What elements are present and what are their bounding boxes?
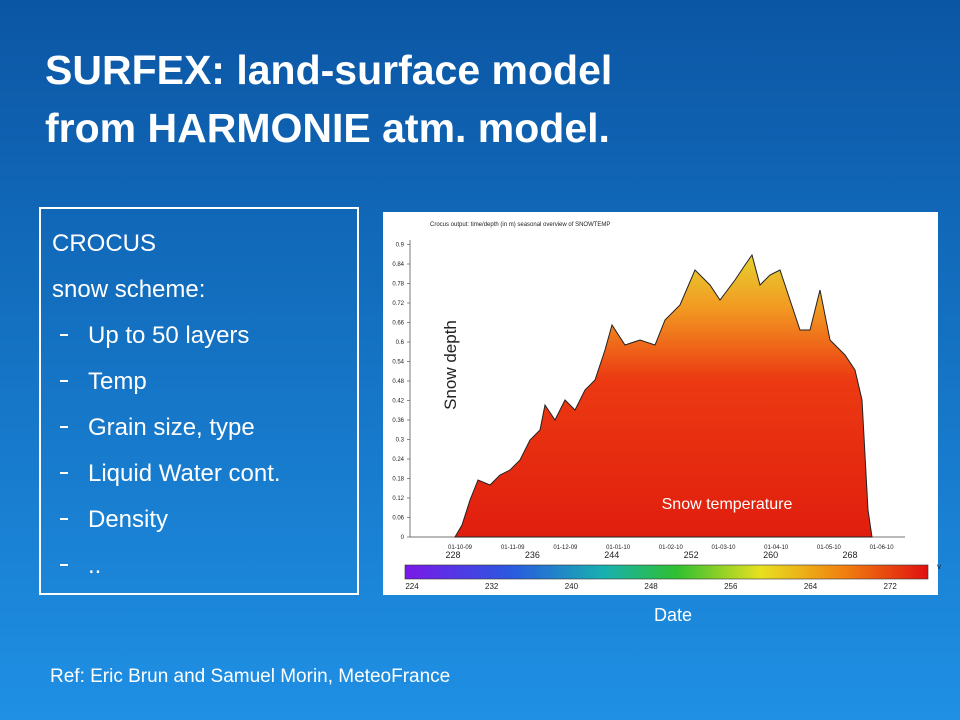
overlap-tick-label: 244 [604, 550, 619, 560]
overlap-tick-label: 268 [842, 550, 857, 560]
x-tick-label: 01-01-10 [606, 545, 631, 551]
y-tick-label: 0.6 [396, 340, 405, 346]
reference: Ref: Eric Brun and Samuel Morin, MeteoFr… [50, 666, 450, 687]
colorbar-tick-label: 232 [485, 582, 499, 591]
box-item: Density [88, 506, 168, 533]
title-line: SURFEX: land-surface model [45, 47, 612, 93]
colorbar-tick-label: 248 [644, 582, 658, 591]
colorbar-tick-label: 224 [405, 582, 419, 591]
y-tick-label: 0 [401, 535, 405, 541]
colorbar-tick-label: 264 [804, 582, 818, 591]
overlap-tick-label: 228 [445, 550, 460, 560]
x-tick-label: 01-03-10 [711, 545, 736, 551]
y-tick-label: 0.12 [392, 496, 404, 502]
overlap-tick-label: 236 [525, 550, 540, 560]
y-tick-label: 0.36 [392, 418, 404, 424]
figure-title: Crocus output: time/depth (in m) seasona… [430, 222, 610, 228]
colorbar [404, 564, 929, 580]
y-tick-label: 0.24 [392, 457, 404, 463]
y-tick-label: 0.06 [392, 516, 404, 522]
y-tick-label: 0.78 [392, 282, 404, 288]
x-tick-label: 01-12-09 [553, 545, 578, 551]
y-tick-label: 0.3 [396, 438, 405, 444]
colorbar-tick-label: 256 [724, 582, 738, 591]
box-item: Up to 50 layers [88, 322, 249, 349]
box-item: .. [88, 552, 101, 579]
colorbar-tick-label: 272 [884, 582, 898, 591]
overlap-tick-label: 252 [684, 550, 699, 560]
x-tick-label: 01-02-10 [659, 545, 684, 551]
y-tick-label: 0.42 [392, 399, 404, 405]
x-label: Date [654, 605, 692, 625]
overlap-tick-label: 260 [763, 550, 778, 560]
y-tick-label: 0.9 [396, 243, 405, 249]
y-label: Snow depth [441, 320, 460, 410]
box-item: Temp [88, 368, 147, 395]
x-tick-label: 01-10-09 [448, 545, 473, 551]
box-item: Grain size, type [88, 414, 255, 441]
y-tick-label: 0.54 [392, 360, 404, 366]
box-heading: CROCUS [52, 230, 156, 257]
colorbar-unit: v [937, 562, 941, 571]
figure-labels: 0 0.06 0.12 0.18 0.24 0.3 0.36 0.42 0.48 0.54 0.6 0… [392, 243, 941, 592]
box-heading: snow scheme: [52, 276, 205, 303]
colorbar-tick-label: 240 [565, 582, 579, 591]
x-tick-label: 01-06-10 [870, 545, 895, 551]
y-tick-label: 0.66 [392, 321, 404, 327]
title-line: from HARMONIE atm. model. [45, 105, 610, 151]
x-tick-label: 01-04-10 [764, 545, 789, 551]
y-tick-label: 0.84 [392, 262, 404, 268]
y-tick-label: 0.72 [392, 301, 404, 307]
x-tick-label: 01-11-09 [501, 545, 525, 551]
y-tick-label: 0.18 [392, 477, 404, 483]
box-item: Liquid Water cont. [88, 460, 281, 487]
text-box [39, 207, 359, 595]
x-tick-label: 01-05-10 [817, 545, 842, 551]
box-content: CROCUS snow scheme: Up to 50 layers Temp Gra… [52, 230, 281, 579]
area-label: Snow temperature [662, 496, 793, 513]
snow-area [454, 253, 873, 538]
y-tick-label: 0.48 [392, 379, 404, 385]
